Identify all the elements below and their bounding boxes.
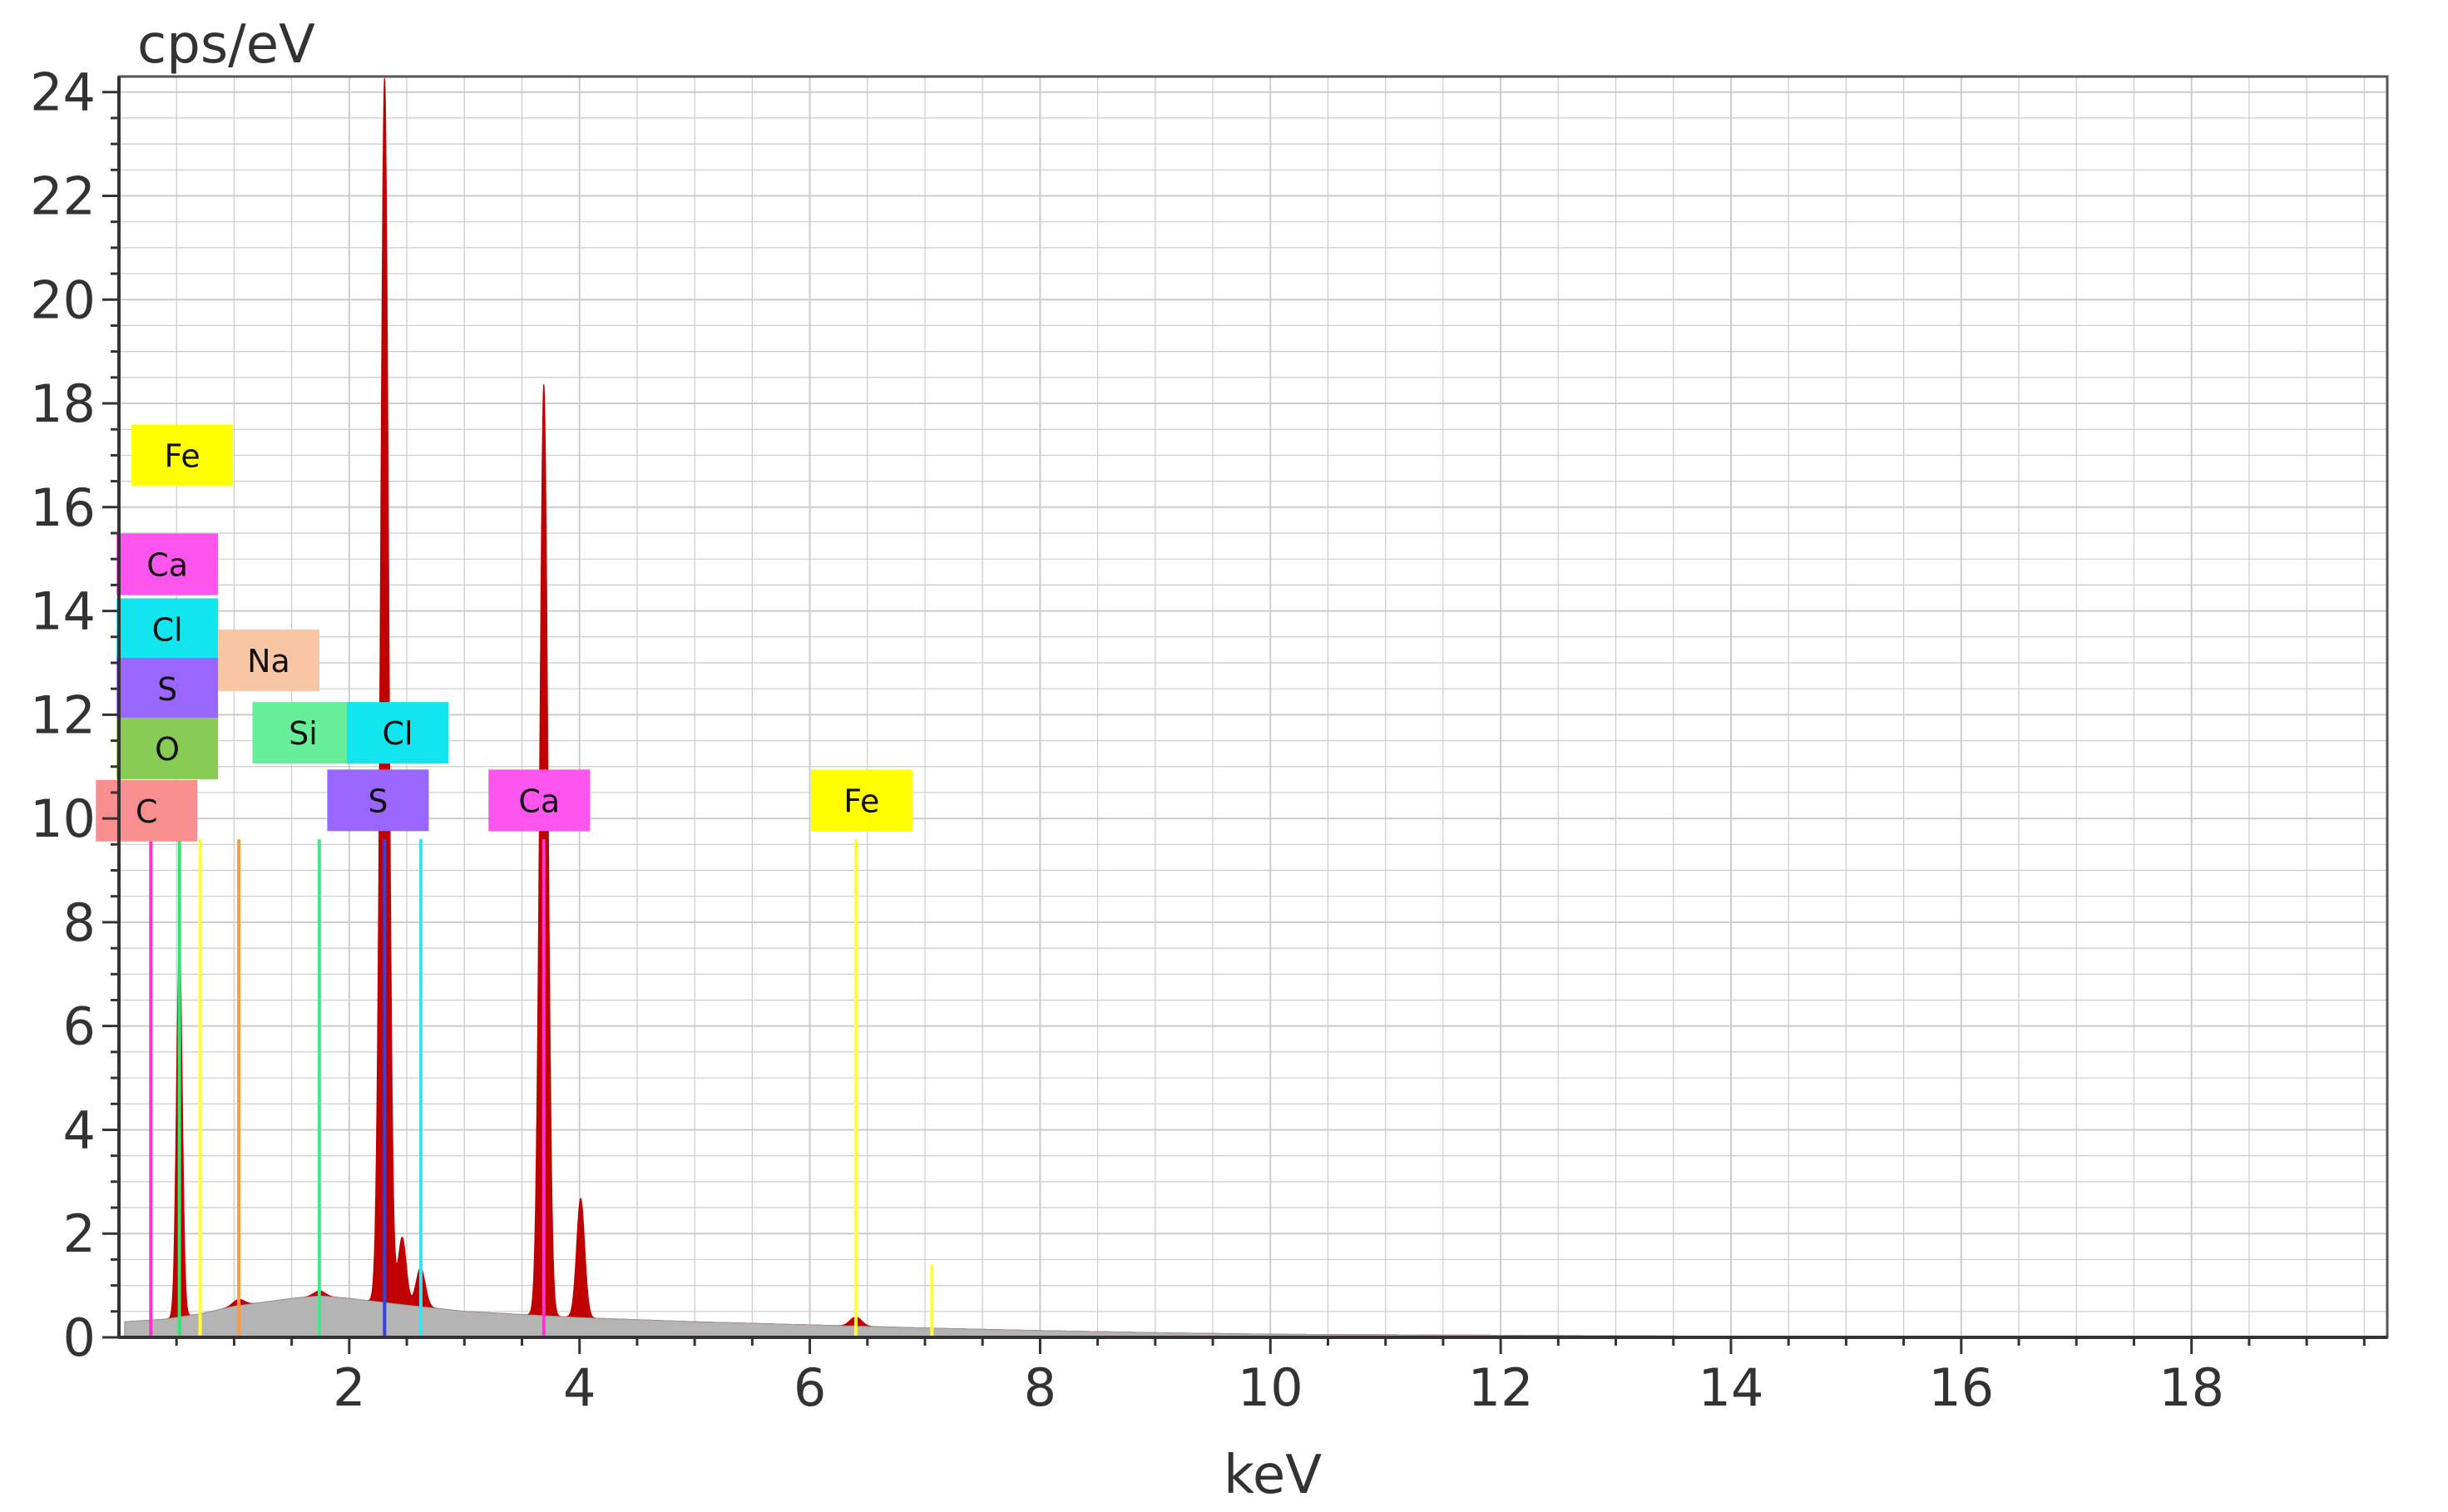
element-label-na: Na — [217, 629, 319, 691]
x-axis-title: keV — [1224, 1445, 1322, 1506]
element-label-box — [116, 598, 219, 660]
element-label-text: Cl — [152, 611, 183, 648]
element-label-si: Si — [252, 702, 354, 764]
element-label-fe: Fe — [131, 424, 234, 487]
y-tick-label: 22 — [30, 166, 96, 226]
element-label-text: Na — [247, 643, 290, 679]
y-tick-label: 8 — [63, 892, 96, 953]
element-label-box — [346, 702, 448, 764]
y-tick-label: 2 — [63, 1203, 96, 1264]
x-tick-label: 18 — [2159, 1357, 2224, 1418]
element-label-box — [131, 424, 234, 487]
element-label-box — [116, 533, 219, 595]
y-tick-label: 14 — [30, 581, 96, 642]
x-tick-label: 14 — [1699, 1357, 1764, 1418]
element-label-text: Cl — [382, 715, 413, 752]
element-label-text: Fe — [165, 437, 200, 474]
element-label-text: Fe — [843, 783, 879, 819]
element-label-text: Si — [289, 715, 318, 752]
y-tick-label: 24 — [30, 62, 96, 123]
y-tick-label: 20 — [30, 269, 96, 330]
element-label-text: S — [157, 671, 177, 708]
element-label-cl: Cl — [346, 702, 448, 764]
element-label-ca: Ca — [488, 769, 591, 832]
element-label-box — [252, 702, 354, 764]
element-label-o: O — [116, 717, 219, 779]
element-label-box — [327, 769, 429, 832]
element-label-text: Ca — [518, 783, 560, 819]
element-label-text: C — [136, 793, 158, 830]
x-tick-label: 16 — [1928, 1357, 1994, 1418]
y-axis-title: cps/eV — [137, 14, 315, 76]
element-label-box — [810, 769, 912, 832]
element-label-box — [116, 717, 219, 779]
minor-grid — [119, 77, 2387, 1337]
element-label-text: S — [368, 783, 388, 819]
element-label-text: O — [155, 731, 180, 768]
element-labels: Fe Ca Cl Na S Si Cl OC S Ca Fe — [96, 424, 912, 842]
y-tick-label: 4 — [63, 1099, 96, 1160]
element-label-ca: Ca — [116, 533, 219, 595]
element-label-box — [116, 658, 219, 720]
element-label-box — [217, 629, 319, 691]
y-tick-label: 12 — [30, 684, 96, 745]
element-label-text: Ca — [146, 546, 188, 583]
element-label-fe: Fe — [810, 769, 912, 832]
x-tick-label: 4 — [563, 1357, 596, 1418]
element-label-box — [96, 779, 198, 842]
x-tick-label: 6 — [794, 1357, 826, 1418]
element-label-c: C — [96, 779, 198, 842]
y-tick-label: 6 — [63, 996, 96, 1057]
x-tick-label: 12 — [1468, 1357, 1534, 1418]
element-label-cl: Cl — [116, 598, 219, 660]
x-tick-label: 8 — [1024, 1357, 1056, 1418]
element-label-box — [488, 769, 591, 832]
x-tick-label: 10 — [1238, 1357, 1303, 1418]
element-lines — [149, 839, 934, 1337]
element-label-s: S — [327, 769, 429, 832]
element-label-s: S — [116, 658, 219, 720]
major-grid — [119, 77, 2387, 1337]
y-tick-label: 16 — [30, 477, 96, 538]
y-tick-label: 10 — [30, 788, 96, 849]
y-tick-label: 18 — [30, 373, 96, 434]
x-tick-label: 2 — [333, 1357, 365, 1418]
y-tick-label: 0 — [63, 1307, 96, 1368]
